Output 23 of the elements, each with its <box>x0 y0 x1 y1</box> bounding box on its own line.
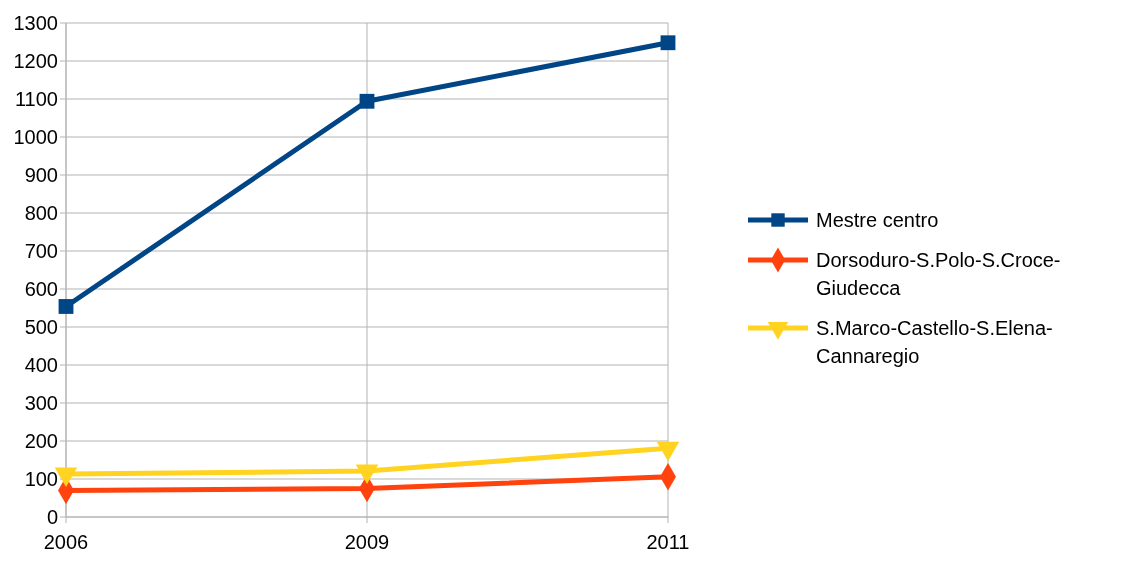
y-tick-label: 1100 <box>14 88 58 110</box>
y-tick-label: 1200 <box>13 50 58 72</box>
y-tick-label: 100 <box>24 468 58 490</box>
y-tick-label: 0 <box>46 506 58 528</box>
point <box>660 35 676 51</box>
x-tick-label: 2006 <box>43 531 89 553</box>
y-tick-label: 800 <box>24 202 58 224</box>
y-tick-label: 400 <box>24 354 58 376</box>
x-tick-label: 2011 <box>646 531 690 553</box>
y-tick-label: 900 <box>24 164 58 186</box>
y-tick-label: 1300 <box>13 12 58 34</box>
x-tick-label: 2009 <box>344 531 390 553</box>
y-tick-label: 700 <box>24 240 58 262</box>
y-tick-label: 500 <box>24 316 58 338</box>
y-tick-label: 200 <box>24 430 58 452</box>
legend-label: S.Marco-Castello-S.Elena-Cannaregio <box>816 317 1053 367</box>
y-tick-label: 600 <box>24 278 58 300</box>
point <box>58 299 74 314</box>
y-tick-label: 300 <box>24 392 58 414</box>
legend-label: Mestre centro <box>816 209 939 231</box>
y-tick-label: 1000 <box>13 126 58 148</box>
point <box>359 93 375 109</box>
legend-label: Dorsoduro-S.Polo-S.Croce-Giudecca <box>816 249 1061 299</box>
